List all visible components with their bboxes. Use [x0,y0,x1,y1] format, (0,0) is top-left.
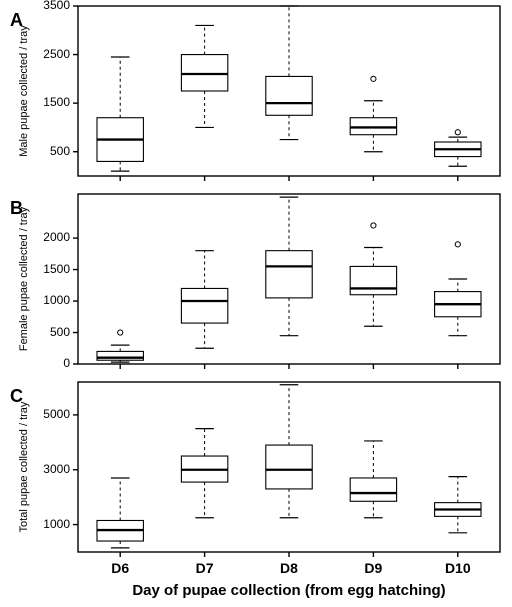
xtick-label: D10 [416,560,500,576]
xtick-label: D6 [78,560,162,576]
panel-C: 100030005000CTotal pupae collected / tra… [0,0,512,607]
y-axis-label: Total pupae collected / tray [18,382,30,552]
ytick-label: 1000 [34,517,70,531]
x-axis-label: Day of pupae collection (from egg hatchi… [78,582,500,599]
figure-root: 500150025003500AMale pupae collected / t… [0,0,512,607]
ytick-label: 3000 [34,462,70,476]
ytick-label: 5000 [34,407,70,421]
xtick-label: D8 [247,560,331,576]
xtick-label: D7 [162,560,246,576]
panel-svg-C [0,0,512,607]
xtick-label: D9 [331,560,415,576]
